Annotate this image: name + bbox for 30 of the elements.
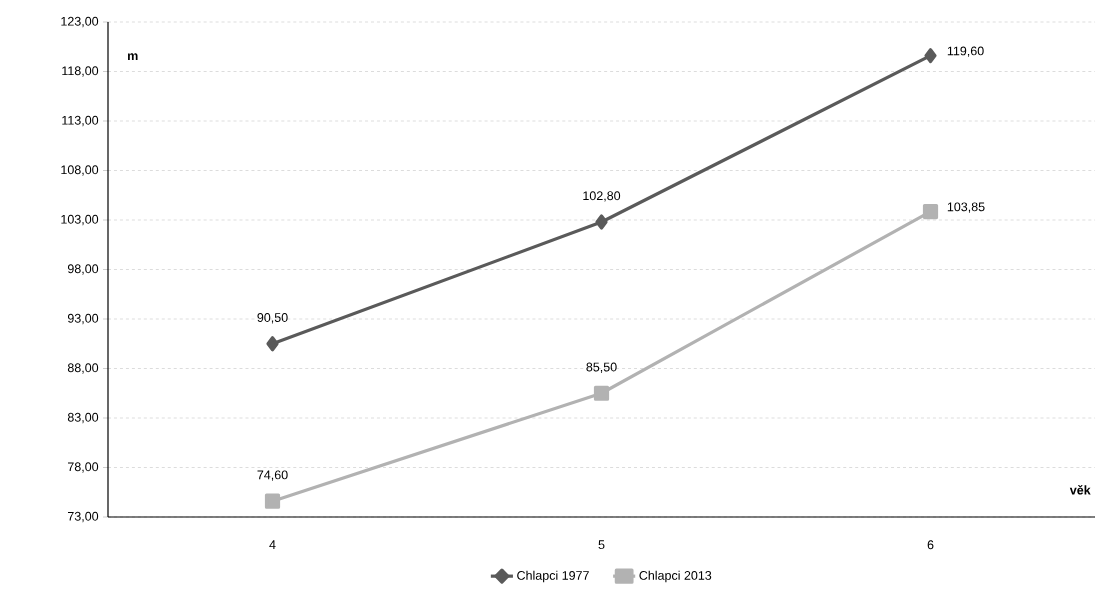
data-label: 119,60 [947,46,984,57]
point [922,203,939,220]
y-tick-label: 123,00 [61,16,99,28]
y-tick-label: 118,00 [62,66,99,77]
y-tick-label: 73,00 [67,511,99,523]
point [264,493,281,509]
data-label: 85,50 [586,362,617,373]
data-label: 103,85 [947,202,985,213]
y-axis-title: m [128,53,138,61]
data-label: 90,50 [257,313,288,324]
point [593,385,610,401]
data-label: 74,60 [257,470,288,481]
y-tick-label: 108,00 [61,165,99,176]
y-tick-label: 78,00 [67,462,99,473]
y-tick-label: 113,00 [62,115,99,127]
y-tick-label: 98,00 [67,264,99,275]
x-tick-label: 5 [598,540,605,550]
data-label: 102,80 [583,191,621,202]
x-tick-label: 4 [269,540,276,549]
point [924,48,937,64]
legend-label: Chlapci 2013 [639,570,712,583]
x-tick-label: 6 [927,540,934,550]
point [595,214,608,230]
y-tick-label: 88,00 [67,363,99,374]
point [266,336,279,352]
x-axis-title: věk [1069,485,1091,495]
legend-label: Chlapci 1977 [517,570,589,583]
y-tick-label: 93,00 [67,313,99,325]
y-tick-label: 103,00 [61,214,99,226]
y-tick-label: 83,00 [67,412,99,424]
